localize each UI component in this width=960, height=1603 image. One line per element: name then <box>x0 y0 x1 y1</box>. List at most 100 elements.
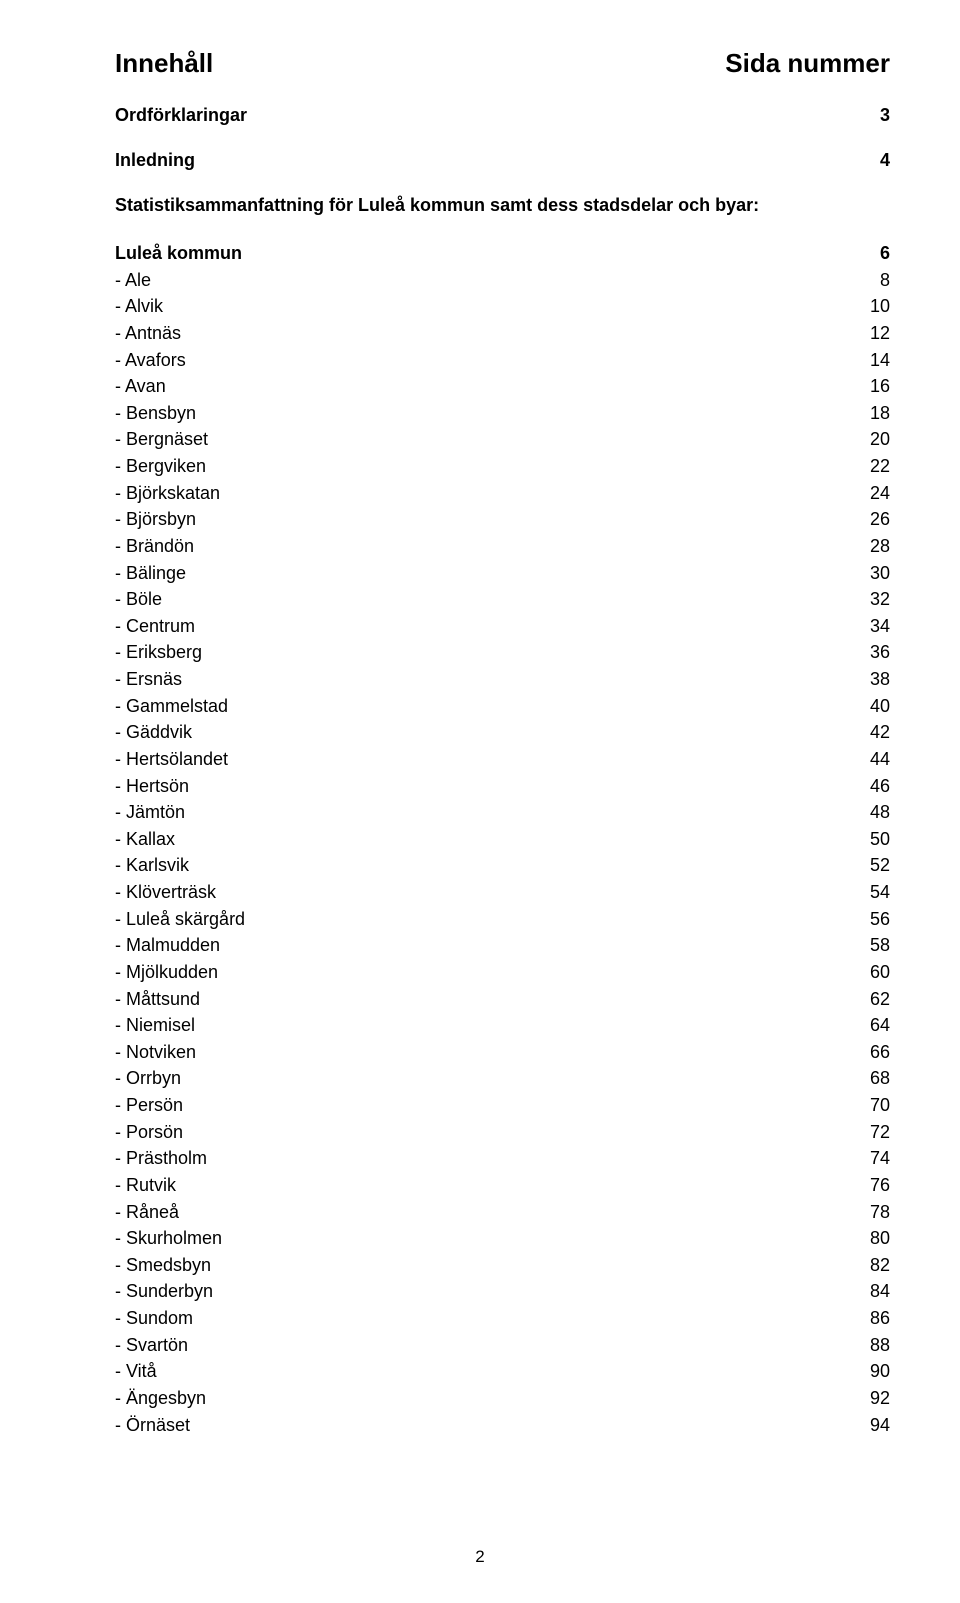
toc-row: - Björsbyn26 <box>115 506 890 533</box>
toc-row: - Klöverträsk54 <box>115 879 890 906</box>
toc-page: 68 <box>858 1065 890 1092</box>
toc-page: 20 <box>858 426 890 453</box>
toc-row: - Orrbyn68 <box>115 1065 890 1092</box>
toc-page: 10 <box>858 293 890 320</box>
toc-page: 58 <box>858 932 890 959</box>
toc-row: - Skurholmen80 <box>115 1225 890 1252</box>
toc-label: - Ersnäs <box>115 666 182 693</box>
toc-page: 92 <box>858 1385 890 1412</box>
toc-row: - Niemisel 64 <box>115 1012 890 1039</box>
toc-row: - Smedsbyn82 <box>115 1252 890 1279</box>
toc-row: - Avafors14 <box>115 347 890 374</box>
toc-page: 50 <box>858 826 890 853</box>
toc-page: 32 <box>858 586 890 613</box>
sub-row-page: 3 <box>880 105 890 126</box>
toc-page: 28 <box>858 533 890 560</box>
toc-label: - Bergnäset <box>115 426 208 453</box>
toc-label: - Sundom <box>115 1305 193 1332</box>
toc-page: 64 <box>858 1012 890 1039</box>
toc-row: - Prästholm 74 <box>115 1145 890 1172</box>
toc-row: - Alvik 10 <box>115 293 890 320</box>
sub-row: Ordförklaringar3 <box>115 105 890 126</box>
toc-page: 40 <box>858 693 890 720</box>
toc-row: - Sunderbyn84 <box>115 1278 890 1305</box>
toc-row: - Avan16 <box>115 373 890 400</box>
title-left: Innehåll <box>115 48 213 79</box>
toc-row: - Ale 8 <box>115 267 890 294</box>
toc-row: - Mjölkudden60 <box>115 959 890 986</box>
toc-page: 56 <box>858 906 890 933</box>
toc-row: - Ängesbyn92 <box>115 1385 890 1412</box>
toc-row: - Björkskatan24 <box>115 480 890 507</box>
toc-page: 86 <box>858 1305 890 1332</box>
toc-page: 46 <box>858 773 890 800</box>
toc-row: - Svartön 88 <box>115 1332 890 1359</box>
toc-page: 90 <box>858 1358 890 1385</box>
toc-label: - Rutvik <box>115 1172 176 1199</box>
toc-row: - Måttsund62 <box>115 986 890 1013</box>
toc-row: - Ersnäs 38 <box>115 666 890 693</box>
page-number: 2 <box>0 1547 960 1567</box>
toc-page: 8 <box>868 267 890 294</box>
toc-row: - Malmudden58 <box>115 932 890 959</box>
toc-label: - Niemisel <box>115 1012 195 1039</box>
toc-label: - Svartön <box>115 1332 188 1359</box>
sub-row-label: Inledning <box>115 150 195 171</box>
toc-row: - Bergviken 22 <box>115 453 890 480</box>
toc-row: - Gammelstad40 <box>115 693 890 720</box>
toc-page: 34 <box>858 613 890 640</box>
toc-label: - Luleå skärgård <box>115 906 245 933</box>
toc-row: - Porsön 72 <box>115 1119 890 1146</box>
toc-page: 18 <box>858 400 890 427</box>
toc-label: - Ale <box>115 267 151 294</box>
toc-row: - Luleå skärgård 56 <box>115 906 890 933</box>
toc-row: - Persön70 <box>115 1092 890 1119</box>
intro-line: Statistiksammanfattning för Luleå kommun… <box>115 195 890 216</box>
toc-row: - Eriksberg36 <box>115 639 890 666</box>
toc-list: Luleå kommun6- Ale8- Alvik10- Antnäs12- … <box>115 240 890 1438</box>
toc-page: 22 <box>858 453 890 480</box>
toc-label: - Gäddvik <box>115 719 192 746</box>
toc-label: - Klöverträsk <box>115 879 216 906</box>
toc-label: - Bälinge <box>115 560 186 587</box>
toc-row: - Karlsvik52 <box>115 852 890 879</box>
toc-page: 78 <box>858 1199 890 1226</box>
toc-label: - Smedsbyn <box>115 1252 211 1279</box>
toc-label: - Porsön <box>115 1119 183 1146</box>
toc-page: 12 <box>858 320 890 347</box>
toc-page: 88 <box>858 1332 890 1359</box>
toc-page: 74 <box>858 1145 890 1172</box>
toc-page: 38 <box>858 666 890 693</box>
toc-row: - Hertsölandet44 <box>115 746 890 773</box>
toc-page: 76 <box>858 1172 890 1199</box>
toc-label: - Mjölkudden <box>115 959 218 986</box>
toc-row: - Gäddvik 42 <box>115 719 890 746</box>
toc-page: 14 <box>858 347 890 374</box>
sub-row-page: 4 <box>880 150 890 171</box>
toc-label: - Prästholm <box>115 1145 207 1172</box>
toc-label: - Sunderbyn <box>115 1278 213 1305</box>
header-row: Innehåll Sida nummer <box>115 48 890 79</box>
toc-page: 42 <box>858 719 890 746</box>
toc-page: 16 <box>858 373 890 400</box>
toc-page: 26 <box>858 506 890 533</box>
toc-row: - Örnäset94 <box>115 1412 890 1439</box>
toc-row: - Kallax50 <box>115 826 890 853</box>
toc-row: - Rutvik 76 <box>115 1172 890 1199</box>
toc-page: 80 <box>858 1225 890 1252</box>
toc-page: 72 <box>858 1119 890 1146</box>
toc-row: - Sundom 86 <box>115 1305 890 1332</box>
toc-row: - Notviken66 <box>115 1039 890 1066</box>
toc-label: - Bergviken <box>115 453 206 480</box>
toc-page: 48 <box>858 799 890 826</box>
toc-page: 44 <box>858 746 890 773</box>
toc-page: 70 <box>858 1092 890 1119</box>
toc-label: - Centrum <box>115 613 195 640</box>
page: Innehåll Sida nummer Ordförklaringar3 Inl… <box>0 0 960 1603</box>
toc-row: - Hertsön46 <box>115 773 890 800</box>
toc-page: 24 <box>858 480 890 507</box>
toc-page: 30 <box>858 560 890 587</box>
toc-row: - Bälinge 30 <box>115 560 890 587</box>
toc-label: - Böle <box>115 586 162 613</box>
toc-label: - Alvik <box>115 293 163 320</box>
